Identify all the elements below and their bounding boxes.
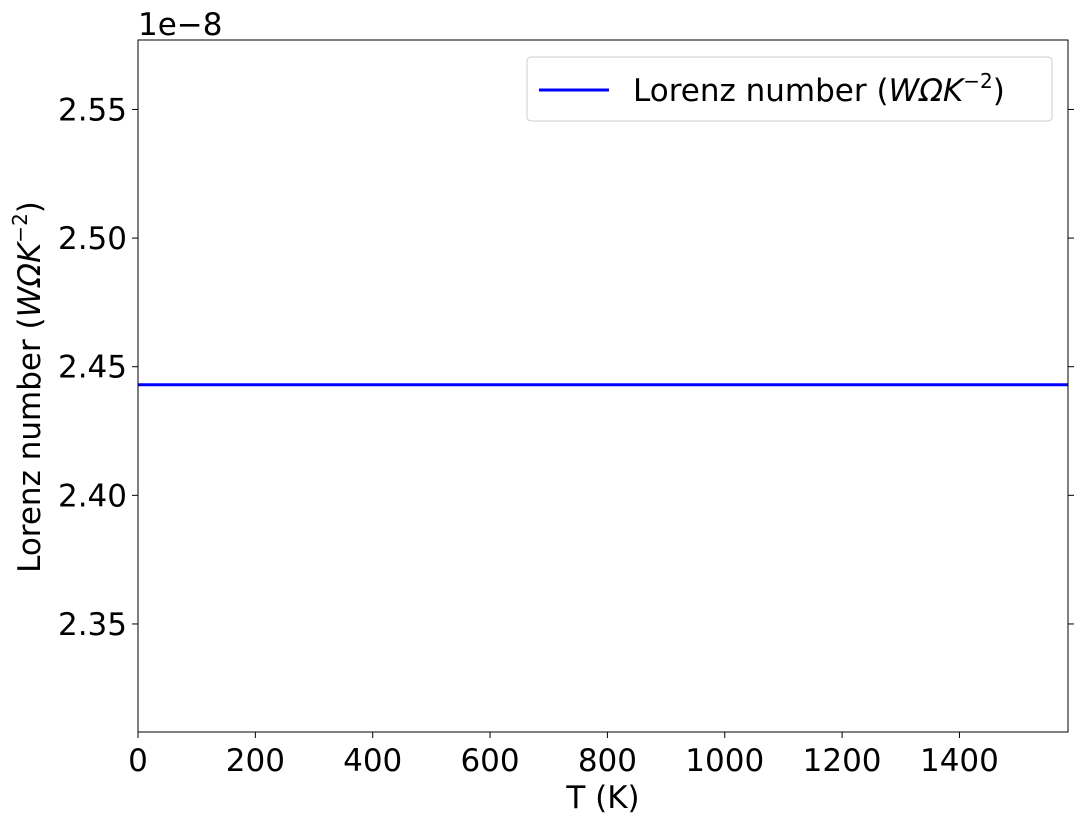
legend-box [526,56,1053,122]
x-tick-label: 1400 [920,743,999,779]
x-tick-label: 400 [343,743,402,779]
ticks-layer: 0 200 400 600 800 1000 1200 1400 2.35 2.40 2.45 2.5… [58,92,1074,779]
y-tick-label: 2.40 [58,478,127,514]
y-axis-label: Lorenz number (WΩK−2) [8,201,48,573]
y-tick-label: 2.50 [58,221,127,257]
x-tick-label: 1200 [803,743,882,779]
offset-text: 1e−8 [138,7,223,43]
x-tick-label: 600 [460,743,519,779]
y-tick-label: 2.35 [58,607,127,643]
legend: Lorenz number (WΩK−2) [526,56,1053,122]
plot-frame [137,39,1069,733]
x-tick-label: 0 [128,743,148,779]
legend-label: Lorenz number (WΩK−2) [633,69,1005,109]
x-tick-label: 1000 [685,743,764,779]
x-tick-label: 800 [578,743,637,779]
y-tick-label: 2.45 [58,350,127,386]
x-axis-label: T (K) [565,780,639,816]
x-tick-label: 200 [226,743,285,779]
y-tick-label: 2.55 [58,92,127,128]
